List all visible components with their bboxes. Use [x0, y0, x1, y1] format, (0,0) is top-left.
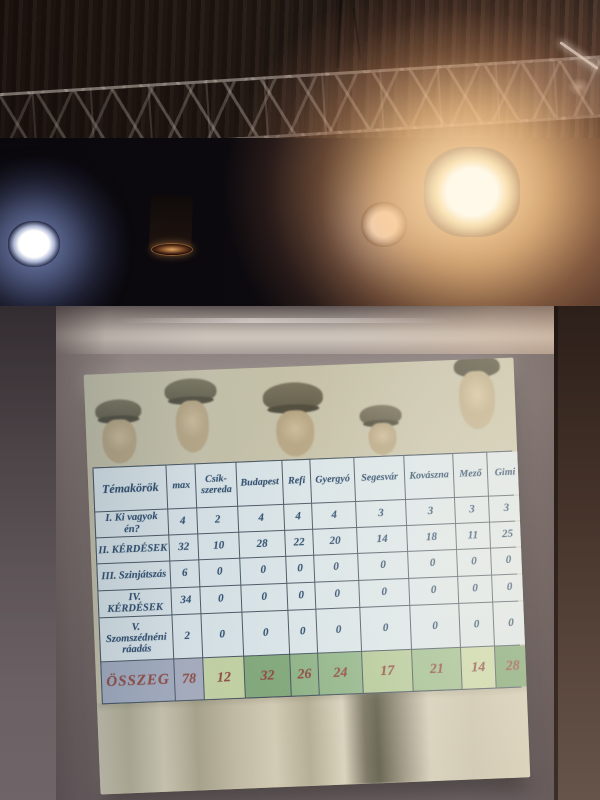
table-row-label: III. Szinjátszás	[97, 561, 171, 591]
table-cell: 0	[409, 576, 459, 605]
table-cell: 0	[316, 607, 362, 653]
table-total-cell: 17	[362, 649, 413, 693]
table-total-cell: 12	[203, 656, 245, 700]
wall-left-of-screen	[0, 306, 56, 800]
table-row-label: II. KÉRDÉSEK	[96, 535, 170, 564]
table-cell: 0	[286, 555, 315, 583]
table-cell: 4	[312, 502, 357, 529]
table-total-cell: 78	[174, 658, 204, 701]
table-col-header: Kovászna	[404, 454, 454, 499]
table-cell: 0	[457, 548, 492, 576]
table-cell: 0	[199, 558, 241, 587]
table-cell: 10	[198, 532, 240, 560]
face	[457, 370, 497, 430]
table-cell: 0	[314, 553, 359, 582]
table-cell: 4	[238, 504, 285, 532]
table-cell: 0	[360, 605, 412, 651]
table-cell: 14	[357, 525, 408, 553]
table-cell: 25	[490, 521, 525, 548]
table-cell: 28	[239, 530, 286, 558]
curtain-right-of-screen	[554, 306, 600, 800]
table-cell: 0	[201, 612, 244, 658]
table-cell: 0	[240, 556, 287, 585]
table-cell: 0	[459, 602, 494, 647]
screen-fold-highlight	[120, 318, 450, 323]
table-col-header: max	[166, 464, 197, 509]
table-total-cell: 28	[494, 645, 531, 688]
face	[101, 418, 138, 465]
table-cell: 2	[172, 614, 203, 659]
table-cell: 0	[287, 582, 316, 610]
table-cell: 3	[356, 500, 407, 527]
table-cell: 0	[359, 578, 410, 607]
table-cell: 22	[285, 529, 314, 556]
table-total-cell: 32	[244, 654, 291, 698]
archive-photo-bodies	[96, 686, 531, 795]
table-row-label: IV. KÉRDÉSEK	[98, 588, 172, 618]
table-cell: 4	[168, 508, 198, 535]
table-total-cell: 24	[318, 651, 363, 695]
table-cell: 0	[491, 547, 527, 575]
face	[275, 409, 316, 458]
table-cell: 20	[313, 527, 358, 555]
archive-photo-faces	[84, 357, 517, 468]
table-cell: 0	[408, 549, 458, 578]
table-row-label: V. Szomszédnéni ráadás	[99, 615, 174, 662]
table-cell: 0	[492, 574, 528, 602]
table-total-label: ÖSSZEG	[101, 659, 175, 704]
table-total-cell: 14	[461, 646, 496, 689]
table-cell: 0	[200, 585, 242, 614]
table-col-header: Refi	[282, 459, 312, 504]
table-cell: 0	[288, 609, 318, 654]
table-cell: 0	[242, 610, 290, 656]
table-col-header: Budapest	[236, 460, 284, 506]
table-row-label: I. Ki vagyok én?	[95, 509, 169, 538]
table-col-header: Mező	[453, 452, 488, 497]
cool-spotlight-left	[8, 221, 60, 267]
table-cell: 4	[284, 503, 313, 530]
table-cell: 11	[456, 522, 491, 549]
table-cell: 32	[169, 534, 199, 561]
projected-slide: Témakörök max Csík- szereda Budapest Refi Gye…	[83, 357, 531, 795]
table-cell: 3	[454, 496, 489, 523]
table-cell: 0	[358, 551, 409, 580]
screen-top-fold	[56, 306, 554, 354]
table-cell: 18	[407, 524, 457, 551]
table-total-cell: 21	[412, 647, 462, 691]
table-corner-header: Témakörök	[93, 465, 168, 512]
table-cell: 0	[410, 603, 460, 649]
table-cell: 0	[241, 583, 288, 612]
table-cell: 3	[488, 495, 524, 522]
table-col-header: Segesvár	[354, 456, 405, 501]
table-col-header: Csík- szereda	[195, 462, 238, 508]
table-col-header: Gyergyó	[310, 458, 356, 503]
face	[174, 399, 210, 454]
table-cell: 3	[406, 498, 455, 525]
table-cell: 6	[170, 560, 200, 588]
warm-spotlight-right	[424, 147, 520, 237]
table-cell: 0	[315, 580, 360, 609]
table-cell: 0	[458, 575, 493, 603]
table-cell: 34	[171, 587, 201, 615]
score-table: Témakörök max Csík- szereda Budapest Refi Gye…	[92, 450, 531, 705]
face	[367, 422, 398, 456]
table-total-cell: 26	[290, 653, 319, 696]
table-cell: 2	[197, 506, 239, 534]
